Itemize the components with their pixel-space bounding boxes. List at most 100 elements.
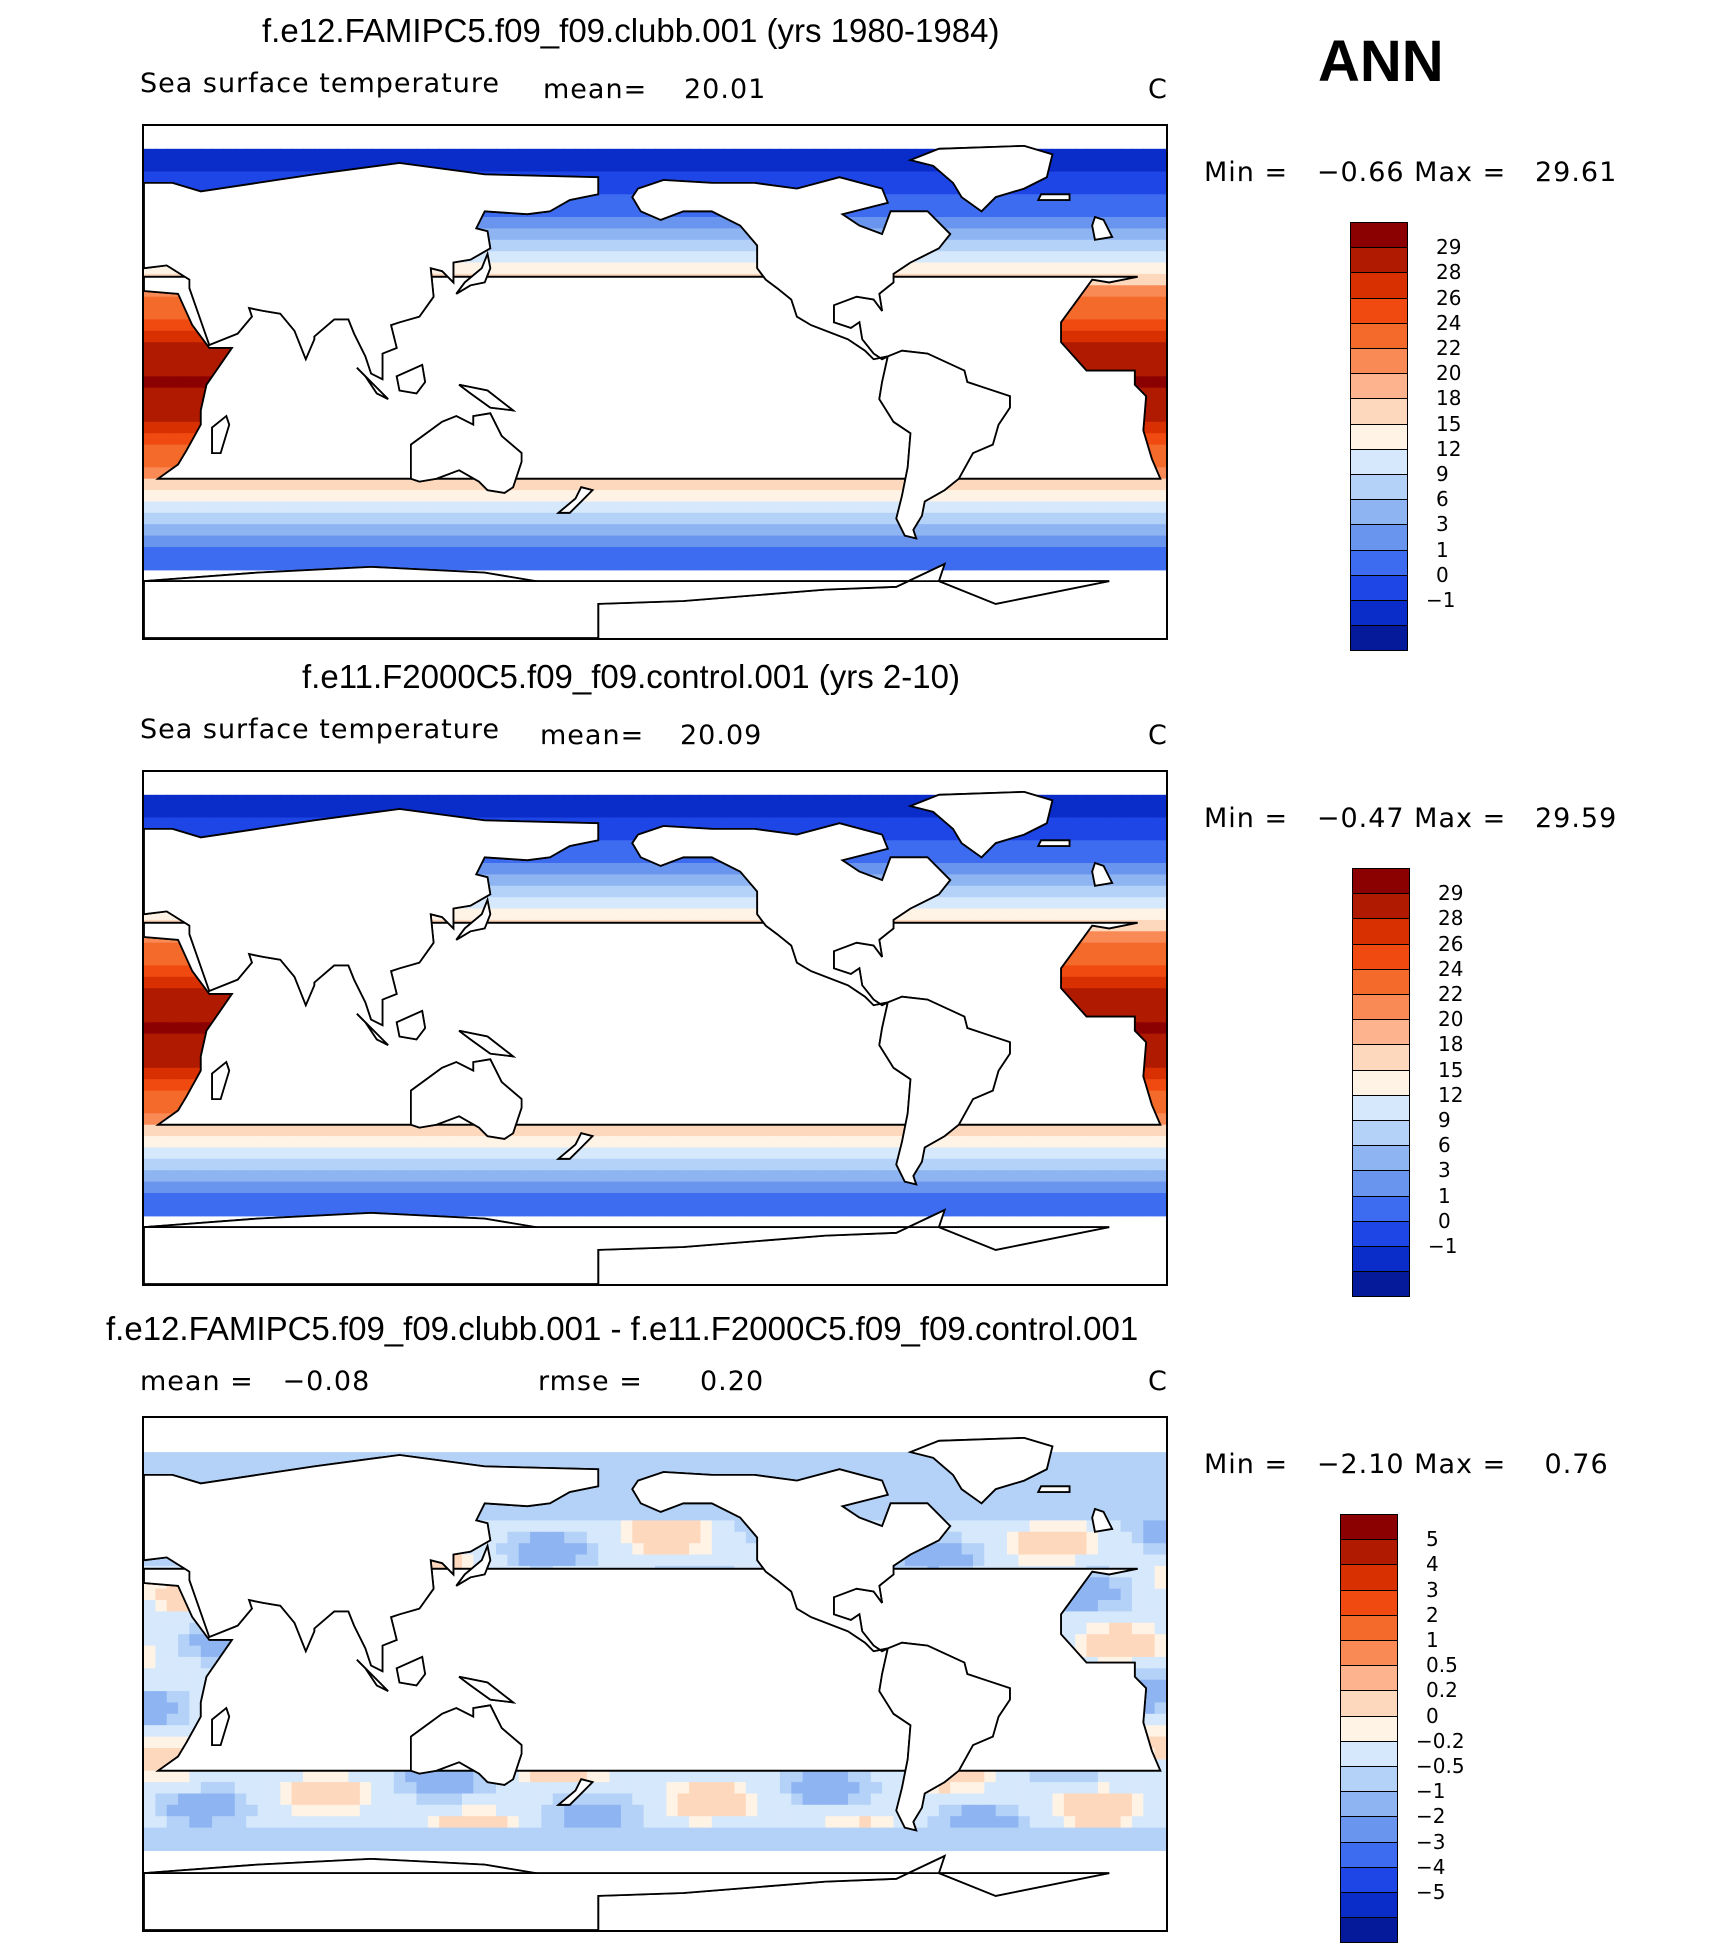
panel-2-sst-map bbox=[142, 770, 1168, 1286]
colorbar-tick-label: 22 bbox=[1438, 982, 1464, 1006]
land-outline bbox=[1091, 1507, 1114, 1533]
colorbar-swatch bbox=[1352, 918, 1410, 945]
land-outline bbox=[144, 562, 1110, 638]
panel-1-sst-map bbox=[142, 124, 1168, 640]
panel-3-difference-map bbox=[142, 1416, 1168, 1932]
colorbar-tick-label: 1 bbox=[1438, 1183, 1451, 1208]
map-canvas bbox=[144, 126, 1166, 638]
panel-3-rmse-label: rmse = bbox=[538, 1366, 643, 1397]
panel-3-minmax: Min = −2.10 Max = 0.76 bbox=[1204, 1449, 1609, 1480]
colorbar-swatch bbox=[1352, 1145, 1410, 1171]
colorbar-tick-label: −4 bbox=[1416, 1854, 1446, 1879]
colorbar-swatch bbox=[1350, 549, 1408, 576]
colorbar-swatch bbox=[1340, 1892, 1398, 1918]
colorbar-swatch bbox=[1340, 1690, 1398, 1717]
colorbar-tick-label: −3 bbox=[1416, 1829, 1446, 1854]
land-outline bbox=[878, 1641, 1011, 1832]
colorbar-swatch bbox=[1340, 1816, 1398, 1843]
colorbar-tick-label: 15 bbox=[1436, 411, 1462, 436]
panel-1-title: f.e12.FAMIPC5.f09_f09.clubb.001 (yrs 198… bbox=[262, 12, 1000, 49]
land-outline bbox=[458, 1675, 517, 1704]
colorbar-tick-label: 12 bbox=[1438, 1082, 1464, 1107]
land-outline bbox=[144, 162, 600, 381]
colorbar-swatch bbox=[1340, 1766, 1398, 1792]
colorbar-tick-label: 0.2 bbox=[1426, 1678, 1458, 1703]
land-outline bbox=[907, 790, 1054, 859]
colorbar-swatch bbox=[1340, 1917, 1398, 1943]
land-outline bbox=[1036, 839, 1071, 847]
colorbar-swatch bbox=[1352, 1069, 1410, 1096]
map-canvas bbox=[144, 772, 1166, 1284]
season-label: ANN bbox=[1318, 29, 1444, 94]
land-outline bbox=[409, 412, 523, 494]
land-outline bbox=[556, 1132, 595, 1160]
colorbar-tick-label: 4 bbox=[1426, 1552, 1439, 1577]
land-outline bbox=[907, 144, 1054, 213]
colorbar-swatch bbox=[1340, 1614, 1398, 1641]
land-outline bbox=[144, 808, 600, 1027]
colorbar-tick-label: −1 bbox=[1426, 588, 1456, 612]
colorbar-swatch bbox=[1350, 348, 1408, 374]
land-outline bbox=[356, 367, 389, 400]
land-outline bbox=[409, 1704, 523, 1786]
colorbar-swatch bbox=[1352, 1044, 1410, 1071]
colorbar-swatch bbox=[1352, 994, 1410, 1020]
colorbar-swatch bbox=[1340, 1740, 1398, 1767]
colorbar-swatch bbox=[1352, 1271, 1410, 1297]
panel-1-minmax: Min = −0.66 Max = 29.61 bbox=[1204, 157, 1618, 188]
land-outline bbox=[356, 1013, 389, 1046]
colorbar-tick-label: 5 bbox=[1426, 1527, 1439, 1552]
land-outline bbox=[211, 1060, 231, 1101]
land-outline bbox=[211, 1706, 231, 1747]
colorbar-swatch bbox=[1340, 1640, 1398, 1666]
colorbar-swatch bbox=[1340, 1715, 1398, 1742]
colorbar-tick-label: 3 bbox=[1426, 1577, 1439, 1602]
colorbar-swatch bbox=[1350, 600, 1408, 626]
colorbar-tick-label: 2 bbox=[1426, 1602, 1439, 1627]
land-outline bbox=[409, 1058, 523, 1140]
colorbar-tick-label: 20 bbox=[1436, 361, 1462, 386]
land-outline bbox=[1036, 193, 1071, 201]
colorbar-tick-label: 9 bbox=[1438, 1108, 1451, 1132]
colorbar-tick-label: 24 bbox=[1438, 956, 1464, 981]
panel-2-variable-label: Sea surface temperature bbox=[140, 714, 500, 745]
colorbar-tick-label: −1 bbox=[1428, 1234, 1458, 1258]
colorbar-swatch bbox=[1340, 1791, 1398, 1817]
colorbar-tick-label: 0 bbox=[1436, 562, 1449, 587]
colorbar-tick-label: −5 bbox=[1416, 1880, 1446, 1904]
colorbar-swatch bbox=[1350, 398, 1408, 425]
colorbar-swatch bbox=[1352, 1019, 1410, 1045]
colorbar-swatch bbox=[1340, 1564, 1398, 1591]
land-outline bbox=[395, 1009, 427, 1041]
colorbar-tick-label: 6 bbox=[1438, 1133, 1451, 1158]
colorbar-swatch bbox=[1352, 1170, 1410, 1197]
colorbar-tick-label: 0 bbox=[1426, 1703, 1439, 1728]
land-outline bbox=[455, 250, 492, 295]
colorbar-swatch bbox=[1350, 574, 1408, 601]
colorbar-swatch bbox=[1340, 1539, 1398, 1565]
land-outline bbox=[211, 414, 231, 455]
colorbar-swatch bbox=[1340, 1866, 1398, 1893]
colorbar-tick-label: 24 bbox=[1436, 310, 1462, 335]
colorbar-tick-label: 1 bbox=[1426, 1628, 1439, 1652]
panel-1-variable-label: Sea surface temperature bbox=[140, 68, 500, 99]
colorbar-tick-label: 3 bbox=[1438, 1158, 1451, 1183]
panel-1-mean-value: 20.01 bbox=[684, 74, 767, 105]
colorbar-tick-label: 26 bbox=[1436, 285, 1462, 310]
colorbar-tick-label: 0 bbox=[1438, 1208, 1451, 1233]
colorbar-swatch bbox=[1350, 448, 1408, 475]
colorbar-tick-label: 29 bbox=[1438, 881, 1464, 906]
colorbar-swatch bbox=[1350, 247, 1408, 273]
colorbar-swatch bbox=[1352, 1120, 1410, 1146]
colorbar-swatch bbox=[1352, 1246, 1410, 1272]
colorbar-swatch bbox=[1350, 272, 1408, 299]
colorbar-tick-label: 22 bbox=[1436, 336, 1462, 360]
colorbar-tick-label: −0.2 bbox=[1416, 1728, 1465, 1753]
land-outline bbox=[455, 896, 492, 941]
land-outline bbox=[144, 1854, 1110, 1930]
land-outline bbox=[395, 363, 427, 395]
colorbar-swatch bbox=[1350, 499, 1408, 525]
land-outline bbox=[631, 1468, 952, 1653]
colorbar-swatch bbox=[1352, 868, 1410, 894]
colorbar-tick-label: 12 bbox=[1436, 436, 1462, 461]
